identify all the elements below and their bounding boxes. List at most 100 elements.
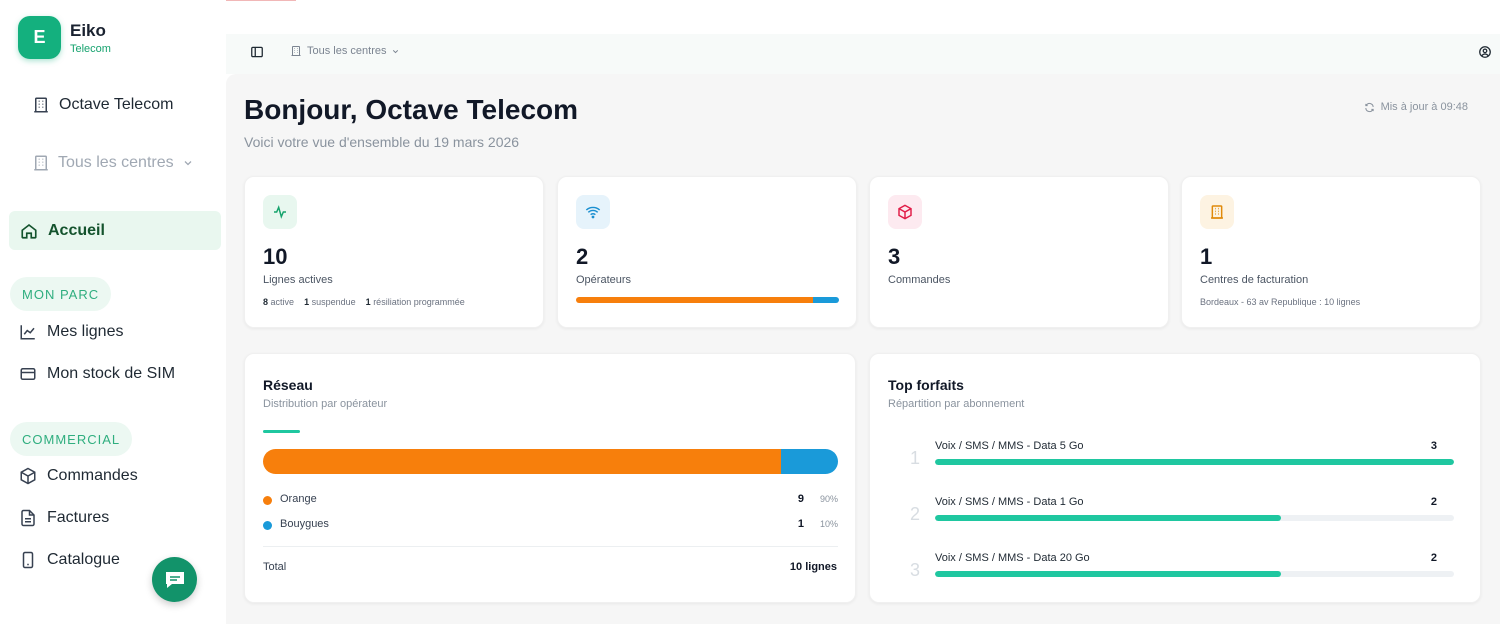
panel-title: Réseau [263,377,313,393]
nav-item-catalogue[interactable]: Catalogue [19,551,120,569]
brand-subtitle: Telecom [70,42,111,55]
plan-rank: 3 [910,560,921,580]
activity-icon [263,195,297,229]
nav-item-label: Catalogue [47,551,120,568]
nav-item-commandes[interactable]: Commandes [19,467,138,485]
stat-value: 3 [888,244,901,269]
package-icon [888,195,922,229]
legend-count: 1 [797,518,804,530]
package-icon [20,467,36,485]
total-label: Total [263,561,287,573]
phone-icon [22,551,34,569]
last-updated[interactable]: Mis à jour à 09:48 [1364,101,1468,113]
network-panel: Réseau Distribution par opérateur Orange… [244,353,856,603]
legend-dot [263,496,272,505]
plan-item[interactable]: 3 Voix / SMS / MMS - Data 20 Go 2 [910,552,1454,592]
company-label: Octave Telecom [59,96,174,113]
chat-icon [165,571,184,588]
panel-subtitle: Distribution par opérateur [263,398,388,410]
total-value: 10 lignes [789,561,837,573]
plan-count: 2 [1430,552,1437,564]
sidebar: E Eiko Telecom Octave Telecom Tous les c… [0,0,226,624]
chevron-down-icon [184,161,192,166]
distribution-bar-bouygues [780,449,838,474]
centres-label: Tous les centres [58,154,174,171]
stat-label: Lignes actives [263,274,333,286]
stat-label: Commandes [888,274,951,286]
legend-name: Orange [280,493,317,505]
plan-rank: 1 [910,448,921,468]
brand-logo: E [18,16,61,59]
nav-item-label: Mes lignes [47,323,124,340]
stat-card-operators[interactable]: 2 Opérateurs [557,176,857,328]
chevron-down-icon [393,49,399,53]
centres-selector[interactable]: Tous les centres [32,154,202,172]
stat-card-billing[interactable]: 1 Centres de facturation Bordeaux - 63 a… [1181,176,1481,328]
legend-percent: 10% [819,519,838,529]
stat-card-lines[interactable]: 10 Lignes actives 8 active 1 suspendue 1… [244,176,544,328]
plan-progress-fill [935,459,1454,465]
plan-progress-track [935,459,1454,465]
topbar-centres-label: Tous les centres [307,45,387,57]
building-icon [34,97,48,113]
sidebar-toggle-icon [251,46,263,58]
nav-item-factures[interactable]: Factures [19,509,109,527]
nav-item-label: Factures [47,509,110,526]
plan-progress-track [935,571,1454,577]
plan-count: 2 [1430,496,1437,508]
billing-centre-detail: Bordeaux - 63 av Republique : 10 lignes [1200,297,1361,307]
divider [263,546,838,547]
plan-name: Voix / SMS / MMS - Data 5 Go [935,440,1084,452]
line-status-breakdown: 8 active 1 suspendue 1 résiliation progr… [263,297,465,307]
user-menu-button[interactable] [1478,45,1492,64]
operator-bar-bouygues [812,297,839,303]
stat-value: 10 [263,244,288,269]
wifi-icon [576,195,610,229]
topbar-centres-selector[interactable]: Tous les centres [290,45,405,57]
user-circle-icon [1479,46,1491,58]
stat-value: 1 [1200,244,1213,269]
last-updated-label: Mis à jour à 09:48 [1380,101,1468,113]
nav-item-label: Mon stock de SIM [47,365,176,382]
stat-label: Opérateurs [576,274,632,286]
legend-row-bouygues: Bouygues 1 10% [263,518,838,534]
plan-name: Voix / SMS / MMS - Data 1 Go [935,496,1084,508]
legend-percent: 90% [819,494,838,504]
plan-count: 3 [1430,440,1437,452]
top-bar: Tous les centres [226,34,1500,74]
stat-value: 2 [576,244,589,269]
plan-progress-fill [935,515,1282,521]
plan-rank: 2 [910,504,921,524]
page-subtitle: Voici votre vue d'ensemble du 19 mars 20… [244,134,520,150]
nav-item-stock-sim[interactable]: Mon stock de SIM [19,365,175,383]
chat-button[interactable] [152,557,197,602]
brand-name: Eiko [70,20,106,40]
home-icon [21,223,37,239]
operator-distribution-bar [263,449,838,474]
operator-bar-orange [576,297,813,303]
section-mon-parc: MON PARC [10,277,112,311]
document-icon [21,509,35,527]
sidebar-toggle-button[interactable] [250,45,264,64]
plan-progress-fill [935,571,1282,577]
nav-item-label: Commandes [47,467,138,484]
nav-item-accueil[interactable]: Accueil [9,211,221,250]
brand[interactable]: E Eiko Telecom [18,16,111,59]
plan-item[interactable]: 2 Voix / SMS / MMS - Data 1 Go 2 [910,496,1454,536]
plan-progress-track [935,515,1454,521]
building-icon [1200,195,1234,229]
stat-label: Centres de facturation [1200,274,1309,286]
plan-item[interactable]: 1 Voix / SMS / MMS - Data 5 Go 3 [910,440,1454,480]
operator-share-bar [576,297,839,303]
legend-count: 9 [797,493,804,505]
legend-dot [263,521,272,530]
accent-line [263,430,300,433]
distribution-bar-orange [263,449,781,474]
legend-row-orange: Orange 9 90% [263,493,838,509]
stat-card-orders[interactable]: 3 Commandes [869,176,1169,328]
legend-name: Bouygues [280,518,329,530]
page-title: Bonjour, Octave Telecom [244,94,579,125]
building-icon [291,46,301,56]
panel-subtitle: Répartition par abonnement [888,398,1025,410]
nav-item-mes-lignes[interactable]: Mes lignes [19,323,123,341]
